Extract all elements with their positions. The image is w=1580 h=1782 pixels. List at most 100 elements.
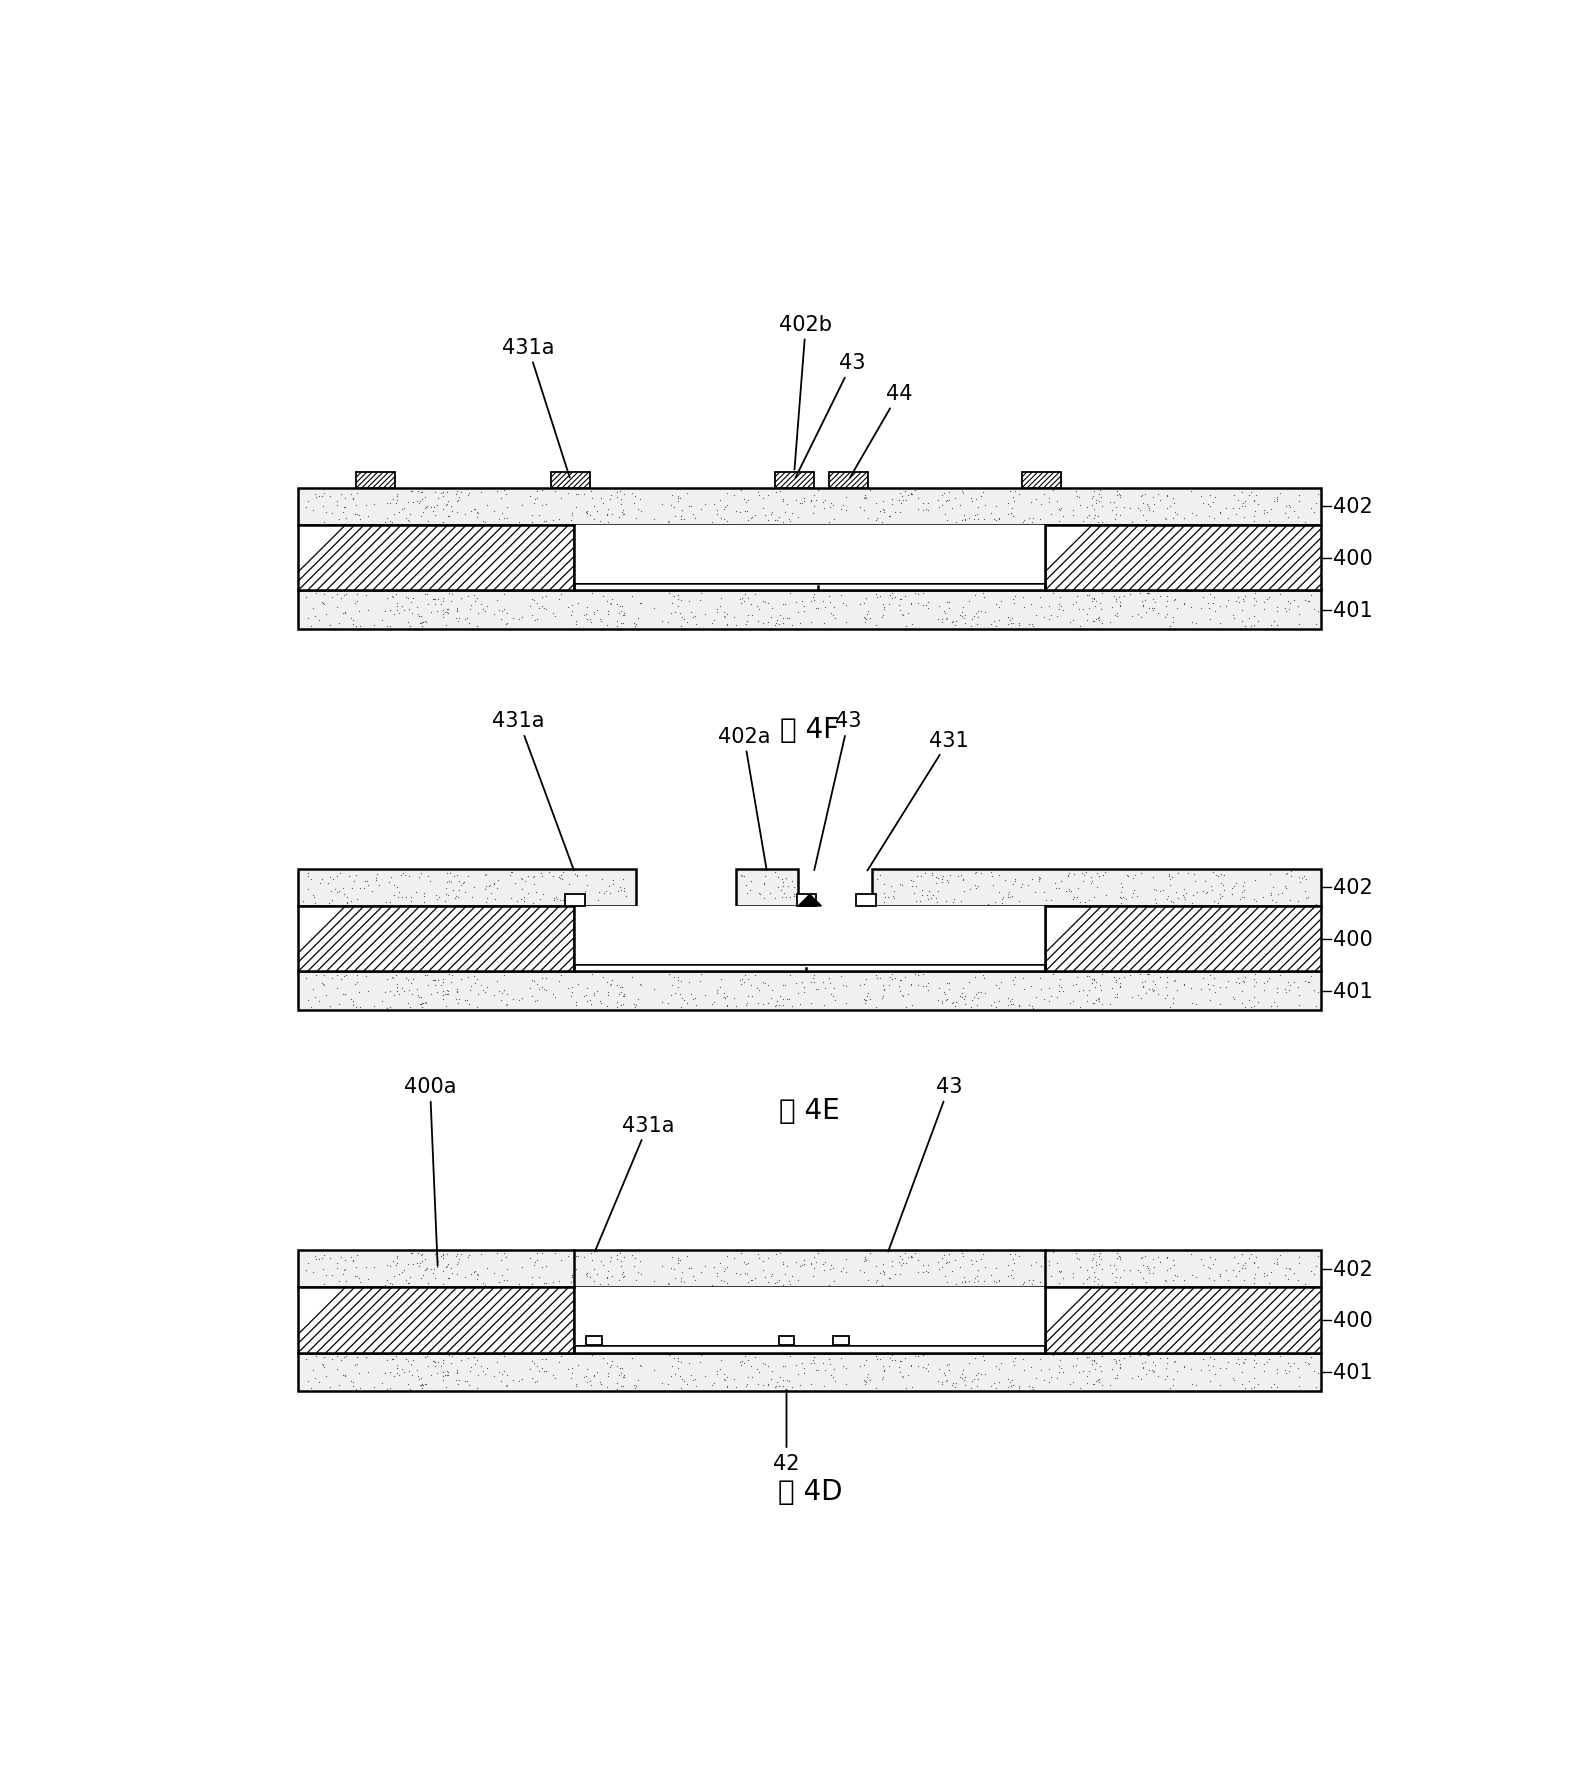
Point [871,977,896,1005]
Bar [1044,1287,1321,1353]
Point [423,882,449,911]
Point [1157,1374,1182,1402]
Point [1264,993,1289,1021]
Point [395,608,420,636]
Point [611,982,637,1010]
Point [324,593,349,622]
Point [962,506,988,535]
Point [929,1253,954,1281]
Point [1158,887,1183,916]
Point [333,1342,359,1370]
Point [356,597,381,625]
Point [1048,584,1073,613]
Point [806,975,831,1003]
Point [578,989,604,1018]
Point [890,1347,915,1376]
Point [732,1349,757,1377]
Point [341,868,367,896]
Point [422,1347,447,1376]
Point [769,609,795,638]
Point [1171,1351,1196,1379]
Point [300,497,325,526]
Point [564,886,589,914]
Point [872,882,897,911]
Point [986,506,1011,535]
Point [1163,584,1188,613]
Point [1104,481,1130,510]
Point [886,479,912,508]
Point [771,590,796,618]
Point [430,1361,455,1390]
Point [548,1342,574,1370]
Point [559,1360,585,1388]
Point [409,479,435,508]
Point [1070,866,1095,895]
Point [458,1354,483,1383]
Point [398,501,423,529]
Point [1006,887,1032,916]
Point [1242,592,1267,620]
Point [665,486,690,515]
Point [1092,859,1117,887]
Point [926,877,951,905]
Point [801,492,826,520]
Point [1038,982,1063,1010]
Point [581,601,607,629]
Point [864,504,890,533]
Point [431,599,457,627]
Point [435,859,460,887]
Point [1264,1249,1289,1278]
Point [1296,1349,1321,1377]
Point [597,486,623,515]
Point [370,1369,395,1397]
Point [869,1271,894,1299]
Point [381,501,406,529]
Point [1231,1251,1256,1279]
Point [1141,1347,1166,1376]
Point [940,887,965,916]
Point [1278,1255,1303,1283]
Point [867,1345,893,1374]
Point [818,1351,844,1379]
Point [1231,968,1256,996]
Point [769,868,795,896]
Point [529,583,555,611]
Point [1046,595,1071,624]
Point [395,1269,420,1297]
Point [493,609,518,638]
Point [332,1255,357,1283]
Point [352,1344,378,1372]
Point [934,486,959,515]
Point [1171,1267,1196,1296]
Point [487,506,512,535]
Bar [357,474,395,488]
Point [1210,871,1236,900]
Point [667,980,692,1009]
Point [446,884,471,912]
Point [1131,973,1157,1001]
Point [777,1342,803,1370]
Point [1229,1255,1255,1283]
Point [1304,611,1329,640]
Point [1221,985,1247,1014]
Point [733,871,758,900]
Point [472,861,498,889]
Point [1272,975,1297,1003]
Point [758,984,784,1012]
Point [812,609,837,638]
Point [594,501,619,529]
Point [302,984,327,1012]
Point [585,1358,610,1386]
Point [379,1345,404,1374]
Point [1264,611,1289,640]
Point [853,485,878,513]
Point [1136,960,1161,989]
Point [683,991,708,1019]
Point [1085,604,1111,633]
Point [1120,984,1146,1012]
Point [395,506,420,535]
Point [1038,886,1063,914]
Point [755,989,781,1018]
Point [600,870,626,898]
Point [610,592,635,620]
